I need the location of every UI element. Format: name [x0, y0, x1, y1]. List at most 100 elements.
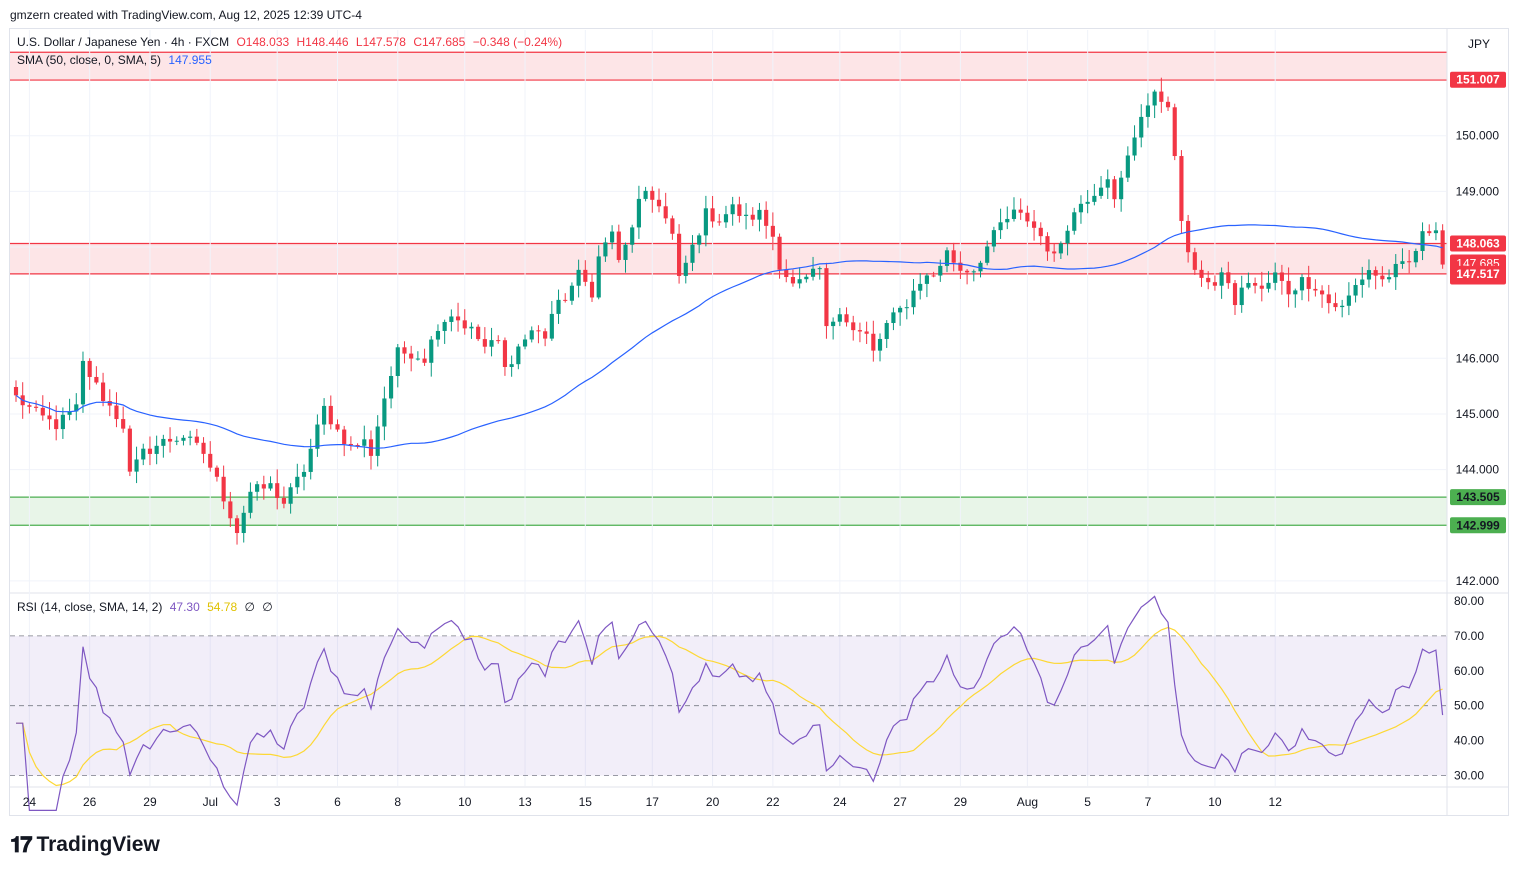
- candle-body: [864, 331, 869, 334]
- candle-body: [208, 453, 213, 468]
- candle-body: [1072, 212, 1077, 231]
- candle: [1273, 262, 1278, 291]
- candle-body: [261, 484, 266, 489]
- candle: [1011, 197, 1017, 222]
- candle-body: [482, 339, 487, 347]
- candle-body: [790, 277, 796, 284]
- candle: [261, 475, 266, 500]
- candle: [1212, 275, 1217, 291]
- candle: [543, 328, 548, 347]
- candle-body: [770, 225, 775, 237]
- tradingview-logo-icon: 𝟏𝟕: [10, 832, 33, 857]
- candle: [563, 293, 568, 303]
- candle: [248, 482, 253, 519]
- rsi-tick-label: 30.00: [1454, 769, 1484, 783]
- candlestick-series: [13, 77, 1445, 545]
- candle: [636, 185, 641, 239]
- candle-body: [616, 231, 621, 260]
- candle-body: [1011, 209, 1017, 219]
- candle: [1306, 265, 1311, 302]
- candle-body: [335, 424, 340, 430]
- candle: [389, 366, 394, 409]
- candle: [610, 225, 615, 250]
- candle-body: [1279, 272, 1284, 281]
- candle-body: [683, 262, 688, 276]
- candle-body: [1420, 231, 1425, 251]
- candle-body: [114, 405, 119, 420]
- candle-body: [87, 360, 92, 377]
- candle: [435, 324, 441, 347]
- price-tag: [1450, 517, 1506, 534]
- rsi-legend[interactable]: RSI (14, close, SMA, 14, 2) 47.30 54.78 …: [17, 600, 277, 614]
- time-tick-label: 20: [706, 795, 720, 809]
- candle: [991, 226, 996, 253]
- candle: [851, 315, 856, 341]
- candle-body: [147, 448, 153, 454]
- candle-body: [496, 340, 501, 342]
- price-tag-value: 143.505: [1456, 490, 1500, 504]
- rsi-extra-2: ∅: [262, 600, 273, 614]
- candle: [904, 299, 909, 320]
- candle-body: [884, 323, 889, 339]
- candle-body: [610, 231, 615, 243]
- candle: [1152, 89, 1157, 119]
- tradingview-logo[interactable]: 𝟏𝟕 TradingView: [10, 832, 160, 858]
- candle-body: [469, 326, 474, 329]
- price-tick-label: 149.000: [1456, 184, 1500, 198]
- candle: [1038, 222, 1043, 246]
- currency-button[interactable]: JPY: [1467, 37, 1490, 51]
- price-label-resistance: 151.007: [1450, 71, 1506, 88]
- candle: [1413, 248, 1418, 268]
- symbol-title[interactable]: U.S. Dollar / Japanese Yen · 4h · FXCM: [17, 35, 230, 49]
- candle-body: [402, 347, 407, 354]
- candle: [1246, 272, 1251, 290]
- candle: [737, 196, 742, 223]
- candle-body: [127, 428, 132, 472]
- candle: [1340, 299, 1345, 318]
- candle-body: [141, 448, 146, 460]
- candle: [268, 476, 273, 491]
- candle: [1433, 222, 1439, 241]
- candle: [301, 464, 307, 491]
- time-tick-label: 24: [23, 795, 37, 809]
- candle-body: [234, 518, 240, 534]
- candle-body: [543, 331, 548, 339]
- candle: [368, 430, 374, 470]
- candle: [80, 351, 86, 413]
- sma-value: 147.955: [168, 53, 212, 67]
- price-tag: [1450, 235, 1506, 252]
- candle-body: [1025, 212, 1030, 222]
- candle-body: [831, 321, 836, 327]
- candle-body: [1045, 236, 1050, 252]
- candle-body: [1306, 277, 1311, 289]
- candle: [730, 196, 735, 226]
- candle-body: [67, 411, 72, 415]
- candle: [576, 259, 581, 298]
- candle: [683, 255, 688, 284]
- candle-body: [54, 419, 59, 430]
- candle-body: [382, 398, 387, 427]
- candle-body: [13, 387, 19, 396]
- candle-body: [1340, 305, 1345, 308]
- candle-body: [415, 358, 420, 360]
- candle: [415, 351, 420, 361]
- time-tick-label: 29: [143, 795, 157, 809]
- candle: [1226, 261, 1231, 289]
- candle-body: [1413, 250, 1418, 263]
- candle: [13, 380, 19, 402]
- candle: [1125, 146, 1130, 183]
- candle: [121, 406, 126, 433]
- candle-body: [509, 364, 514, 367]
- price-tag: [1450, 489, 1506, 506]
- candle: [837, 307, 842, 327]
- candle-body: [958, 262, 963, 271]
- candle-body: [817, 268, 822, 270]
- rsi-label: RSI (14, close, SMA, 14, 2): [17, 600, 163, 614]
- candle-body: [268, 483, 273, 489]
- candle-body: [985, 246, 990, 263]
- sma-legend[interactable]: SMA (50, close, 0, SMA, 5) 147.955: [17, 53, 216, 67]
- candle-body: [1186, 220, 1191, 253]
- candle-body: [797, 279, 802, 284]
- grid-lines: [9, 29, 1509, 815]
